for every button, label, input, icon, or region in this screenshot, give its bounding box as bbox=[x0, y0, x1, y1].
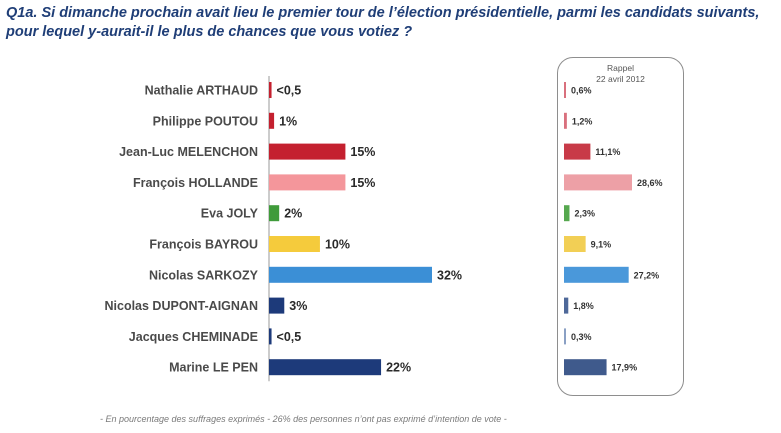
candidate-label-marine-le-pen: Marine LE PEN bbox=[169, 361, 258, 375]
rappel-title: Rappel bbox=[607, 63, 634, 73]
candidate-label-philippe-poutou: Philippe POUTOU bbox=[153, 114, 258, 128]
value-label-marine-le-pen: 22% bbox=[386, 361, 411, 375]
rappel-value-label-nicolas-sarkozy: 27,2% bbox=[634, 270, 660, 280]
value-label-francois-bayrou: 10% bbox=[325, 238, 350, 252]
rappel-bar-philippe-poutou bbox=[564, 112, 567, 129]
rappel-value-label-nathalie-arthaud: 0,6% bbox=[571, 86, 592, 96]
rappel-bar-francois-bayrou bbox=[564, 236, 586, 252]
candidate-label-jacques-cheminade: Jacques CHEMINADE bbox=[129, 330, 258, 344]
rappel-bar-eva-joly bbox=[564, 205, 570, 222]
bar-philippe-poutou bbox=[269, 112, 275, 129]
rappel-bar-nicolas-dupont-aignan bbox=[564, 297, 569, 314]
candidate-label-eva-joly: Eva JOLY bbox=[201, 207, 259, 221]
rappel-value-label-francois-bayrou: 9,1% bbox=[591, 240, 612, 250]
bar-jean-luc-melenchon bbox=[269, 143, 346, 160]
rappel-bar-nathalie-arthaud bbox=[564, 82, 566, 98]
rappel-value-label-jean-luc-melenchon: 11,1% bbox=[595, 147, 620, 157]
candidate-label-nathalie-arthaud: Nathalie ARTHAUD bbox=[145, 84, 258, 98]
value-label-eva-joly: 2% bbox=[284, 207, 302, 221]
candidate-label-francois-bayrou: François BAYROU bbox=[149, 238, 258, 252]
rappel-value-label-jacques-cheminade: 0,3% bbox=[571, 332, 592, 342]
bar-jacques-cheminade bbox=[269, 328, 272, 345]
value-label-nicolas-dupont-aignan: 3% bbox=[289, 299, 307, 313]
rappel-value-label-eva-joly: 2,3% bbox=[574, 209, 595, 219]
bar-marine-le-pen bbox=[269, 359, 382, 376]
question-line-2: pour lequel y-aurait-il le plus de chanc… bbox=[6, 24, 413, 40]
candidate-label-nicolas-sarkozy: Nicolas SARKOZY bbox=[149, 268, 259, 282]
bar-francois-bayrou bbox=[269, 236, 320, 252]
rappel-bar-nicolas-sarkozy bbox=[564, 266, 629, 283]
rappel-value-label-nicolas-dupont-aignan: 1,8% bbox=[573, 301, 594, 311]
rappel-header: Rappel 22 avril 2012 bbox=[557, 63, 684, 85]
candidate-label-jean-luc-melenchon: Jean-Luc MELENCHON bbox=[119, 145, 258, 159]
question-title: Q1a. Si dimanche prochain avait lieu le … bbox=[6, 4, 776, 42]
rappel-value-label-marine-le-pen: 17,9% bbox=[612, 363, 638, 373]
value-label-nathalie-arthaud: <0,5 bbox=[277, 84, 302, 98]
rappel-value-label-philippe-poutou: 1,2% bbox=[572, 116, 593, 126]
value-label-jacques-cheminade: <0,5 bbox=[277, 330, 302, 344]
bar-nicolas-sarkozy bbox=[269, 266, 432, 283]
bar-eva-joly bbox=[269, 205, 280, 222]
bar-francois-hollande bbox=[269, 174, 346, 191]
rappel-bar-marine-le-pen bbox=[564, 359, 607, 376]
rappel-value-label-francois-hollande: 28,6% bbox=[637, 178, 663, 188]
rappel-bar-francois-hollande bbox=[564, 174, 632, 191]
value-label-francois-hollande: 15% bbox=[350, 176, 375, 190]
rappel-panel bbox=[557, 57, 684, 396]
footnote: - En pourcentage des suffrages exprimés … bbox=[100, 414, 507, 424]
bar-nathalie-arthaud bbox=[269, 82, 272, 98]
candidate-label-francois-hollande: François HOLLANDE bbox=[133, 176, 258, 190]
question-line-1: Q1a. Si dimanche prochain avait lieu le … bbox=[6, 5, 760, 21]
value-label-nicolas-sarkozy: 32% bbox=[437, 268, 462, 282]
rappel-bar-jean-luc-melenchon bbox=[564, 143, 591, 160]
candidate-label-nicolas-dupont-aignan: Nicolas DUPONT-AIGNAN bbox=[105, 299, 259, 313]
rappel-bar-jacques-cheminade bbox=[564, 328, 566, 345]
bar-nicolas-dupont-aignan bbox=[269, 297, 285, 314]
value-label-jean-luc-melenchon: 15% bbox=[350, 145, 375, 159]
rappel-date: 22 avril 2012 bbox=[596, 74, 645, 84]
value-label-philippe-poutou: 1% bbox=[279, 114, 297, 128]
